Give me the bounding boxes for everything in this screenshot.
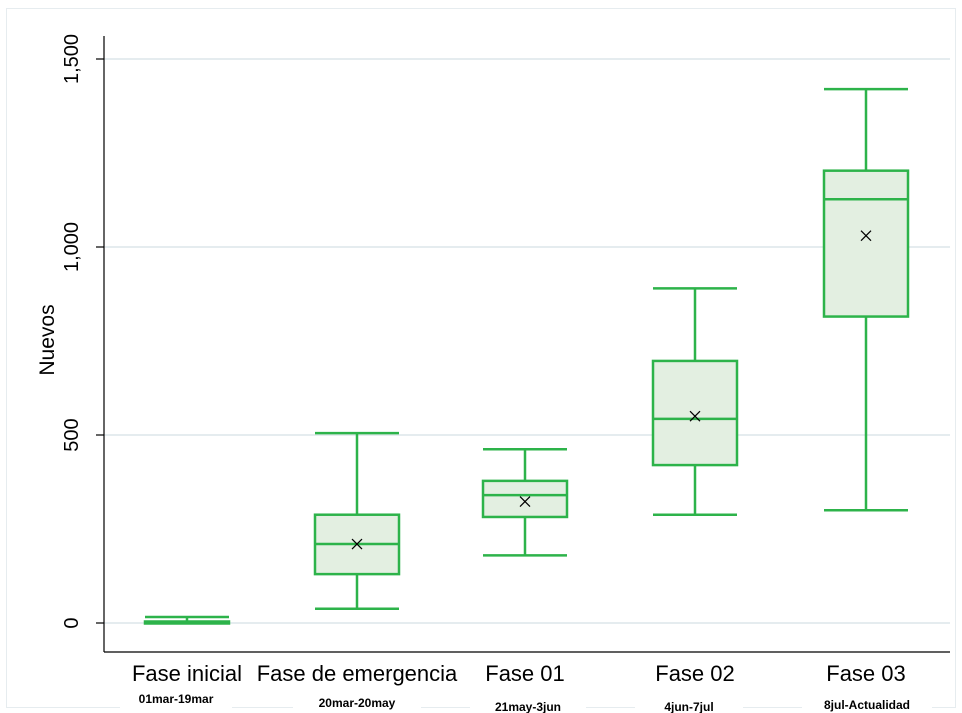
period-label-background xyxy=(470,697,586,713)
x-category-label: Fase de emergencia xyxy=(257,661,458,686)
x-category-label: Fase inicial xyxy=(132,661,242,686)
y-tick-label: 0 xyxy=(61,617,83,628)
mean-marker xyxy=(860,230,872,242)
mean-marker xyxy=(351,538,363,550)
period-label-background xyxy=(802,695,932,713)
box xyxy=(481,479,569,519)
period-label: 4jun-7jul xyxy=(664,700,713,713)
x-category-label: Fase 03 xyxy=(826,661,906,686)
box xyxy=(651,359,739,467)
x-category-label: Fase 01 xyxy=(485,661,565,686)
y-tick-label: 1,000 xyxy=(61,222,83,272)
mean-marker xyxy=(519,496,531,507)
period-label: 01mar-19mar xyxy=(139,692,214,706)
period-label-background xyxy=(293,693,421,713)
period-label-background xyxy=(635,697,743,713)
period-label-background xyxy=(120,689,232,709)
period-label: 21may-3jun xyxy=(495,700,561,713)
period-label: 20mar-20may xyxy=(319,696,396,710)
x-category-label: Fase 02 xyxy=(655,661,735,686)
box xyxy=(822,169,910,318)
y-tick-label: 1,500 xyxy=(61,34,83,84)
period-label: 8jul-Actualidad xyxy=(824,698,910,712)
y-tick-label: 500 xyxy=(61,418,83,451)
mean-marker xyxy=(689,410,701,422)
y-axis-title: Nuevos xyxy=(36,304,59,375)
